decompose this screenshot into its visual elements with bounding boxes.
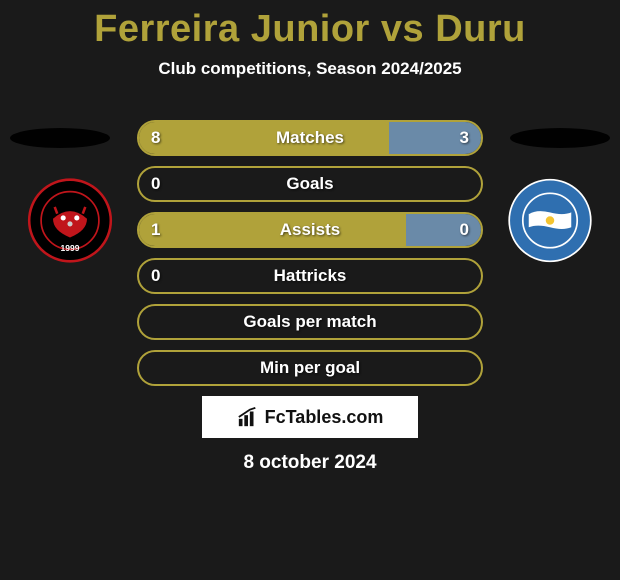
page-title: Ferreira Junior vs Duru xyxy=(0,0,620,51)
bar-value-left: 0 xyxy=(151,266,160,286)
bar-label: Goals xyxy=(286,174,333,194)
bar-value-right: 3 xyxy=(460,128,469,148)
player-shadow-right xyxy=(510,128,610,148)
midtjylland-badge-icon: 1999 xyxy=(20,178,120,263)
club-badge-left: 1999 xyxy=(20,178,120,263)
bar-value-left: 8 xyxy=(151,128,160,148)
bar-fill-left xyxy=(139,122,389,154)
watermark: FcTables.com xyxy=(202,396,418,438)
svg-text:1999: 1999 xyxy=(61,243,80,253)
subtitle: Club competitions, Season 2024/2025 xyxy=(0,59,620,79)
bar-value-left: 1 xyxy=(151,220,160,240)
bar-label: Goals per match xyxy=(243,312,376,332)
bar-label: Min per goal xyxy=(260,358,360,378)
bar-label: Assists xyxy=(280,220,340,240)
stat-bar-assists: 1 Assists 0 xyxy=(137,212,483,248)
chart-icon xyxy=(237,406,259,428)
stat-bar-matches: 8 Matches 3 xyxy=(137,120,483,156)
stat-bar-goals-per-match: Goals per match xyxy=(137,304,483,340)
watermark-text: FcTables.com xyxy=(265,407,384,428)
bar-fill-left xyxy=(139,214,406,246)
stat-bar-min-per-goal: Min per goal xyxy=(137,350,483,386)
bar-value-left: 0 xyxy=(151,174,160,194)
club-badge-right xyxy=(500,178,600,263)
bar-fill-right xyxy=(406,214,481,246)
sonderjyske-badge-icon xyxy=(500,178,600,263)
player-shadow-left xyxy=(10,128,110,148)
stat-bar-goals: 0 Goals xyxy=(137,166,483,202)
comparison-bars: 8 Matches 3 0 Goals 1 Assists 0 0 Hattricks Goals … xyxy=(137,120,483,396)
stat-bar-hattricks: 0 Hattricks xyxy=(137,258,483,294)
bar-label: Hattricks xyxy=(274,266,347,286)
bar-value-right: 0 xyxy=(460,220,469,240)
date: 8 october 2024 xyxy=(0,452,620,474)
bar-label: Matches xyxy=(276,128,344,148)
